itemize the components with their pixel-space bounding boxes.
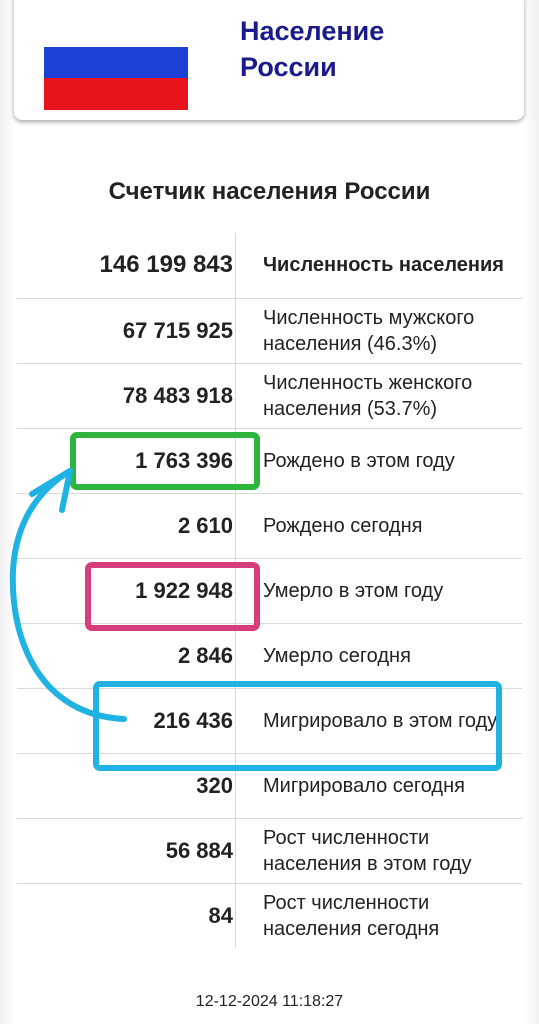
stat-label: Рождено в этом году bbox=[263, 449, 455, 472]
table-row: 2 846 Умерло сегодня bbox=[17, 623, 522, 688]
russia-flag-icon bbox=[44, 15, 188, 111]
header-card[interactable]: Население России bbox=[14, 0, 524, 120]
site-title-line1: Население bbox=[240, 16, 385, 46]
table-row: 146 199 843 Численность населения bbox=[17, 233, 522, 298]
stat-value: 56 884 bbox=[17, 818, 236, 883]
table-row: 320 Мигрировало сегодня bbox=[17, 753, 522, 818]
stat-value: 67 715 925 bbox=[17, 298, 236, 363]
stat-label: Рост численности населения в этом году bbox=[263, 826, 472, 875]
stat-label: Умерло в этом году bbox=[263, 579, 444, 602]
table-row: 56 884 Рост численности населения в этом… bbox=[17, 818, 522, 883]
stat-label: Численность населения bbox=[263, 254, 504, 277]
stat-label: Умерло сегодня bbox=[263, 644, 411, 667]
table-row: 216 436 Мигрировало в этом году bbox=[17, 688, 522, 753]
flag-stripe-red bbox=[44, 78, 188, 111]
stat-value: 2 846 bbox=[17, 623, 236, 688]
stat-label: Мигрировало в этом году bbox=[263, 709, 498, 732]
page-title: Счетчик населения России bbox=[108, 178, 431, 205]
stat-value: 78 483 918 bbox=[17, 363, 236, 428]
table-row: 1 922 948 Умерло в этом году bbox=[17, 558, 522, 623]
table-row: 78 483 918 Численность женского населени… bbox=[17, 363, 522, 428]
timestamp: 12-12-2024 11:18:27 bbox=[195, 993, 344, 1010]
population-stats-table: 146 199 843 Численность населения 67 715… bbox=[17, 233, 522, 948]
stat-value: 320 bbox=[17, 753, 236, 818]
stat-value: 1 763 396 bbox=[17, 428, 236, 493]
site-title[interactable]: Население России bbox=[240, 13, 500, 85]
stat-value: 1 922 948 bbox=[17, 558, 236, 623]
stat-value: 216 436 bbox=[17, 688, 236, 753]
flag-stripe-blue bbox=[44, 46, 188, 79]
table-row: 67 715 925 Численность мужского населени… bbox=[17, 298, 522, 363]
stat-label: Численность мужского населения (46.3%) bbox=[263, 306, 475, 355]
flag-stripe-white bbox=[44, 15, 188, 47]
site-title-line2: России bbox=[240, 52, 337, 82]
stat-label: Рождено сегодня bbox=[263, 514, 423, 537]
stat-label: Мигрировало сегодня bbox=[263, 774, 465, 797]
stat-label: Численность женского населения (53.7%) bbox=[263, 371, 473, 420]
stat-value: 146 199 843 bbox=[17, 233, 236, 298]
table-row: 1 763 396 Рождено в этом году bbox=[17, 428, 522, 493]
stat-value: 2 610 bbox=[17, 493, 236, 558]
stat-value: 84 bbox=[17, 883, 236, 948]
table-row: 84 Рост численности населения сегодня bbox=[17, 883, 522, 948]
table-row: 2 610 Рождено сегодня bbox=[17, 493, 522, 558]
stat-label: Рост численности населения сегодня bbox=[263, 891, 440, 940]
